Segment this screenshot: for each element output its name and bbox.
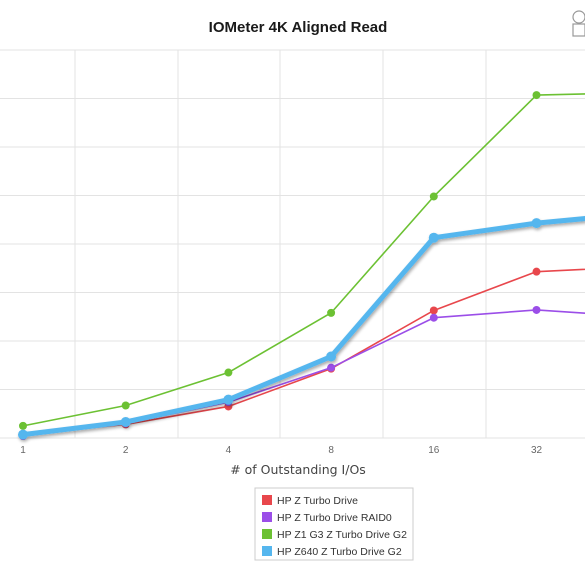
series-hp-z-turbo-drive (19, 267, 585, 439)
legend-swatch (262, 546, 272, 556)
series-layer (18, 91, 585, 441)
series-hp-z1-g3-z-turbo-drive-g2 (19, 91, 585, 430)
data-point (429, 306, 438, 315)
data-point (224, 368, 233, 377)
x-tick-label: 4 (226, 445, 232, 456)
x-tick-label: 32 (531, 445, 543, 456)
series-hp-z-turbo-drive-raid0 (19, 305, 585, 441)
series-line (22, 93, 585, 427)
legend-swatch (262, 512, 272, 522)
x-tick-label: 16 (428, 445, 440, 456)
legend-label: HP Z Turbo Drive RAID0 (277, 512, 392, 524)
x-axis-label: # of Outstanding I/Os (230, 462, 366, 477)
x-tick-label: 1 (20, 445, 26, 456)
data-point (121, 401, 130, 410)
grid (0, 49, 585, 439)
data-point (429, 192, 438, 201)
data-point (327, 308, 336, 317)
data-point (223, 394, 234, 405)
legend-swatch (262, 495, 272, 505)
data-point (327, 363, 336, 372)
legend-label: HP Z640 Z Turbo Drive G2 (277, 546, 402, 558)
x-tick-label: 2 (123, 445, 129, 456)
legend-box (254, 487, 414, 561)
watermark-icon (572, 10, 585, 37)
data-point (120, 416, 131, 427)
series-hp-z640-z-turbo-drive-g2 (18, 216, 585, 440)
data-point (428, 232, 439, 243)
legend-label: HP Z Turbo Drive (277, 495, 358, 507)
legend-label: HP Z1 G3 Z Turbo Drive G2 (277, 529, 407, 541)
legend-swatch (262, 529, 272, 539)
x-tick-label: 8 (328, 445, 334, 456)
data-point (531, 218, 542, 229)
data-point (532, 267, 541, 276)
data-point (326, 351, 337, 362)
data-point (19, 421, 27, 430)
data-point (429, 313, 438, 322)
x-axis-ticks: 1 2 4 8 16 32 (20, 445, 542, 456)
data-point (532, 91, 541, 100)
data-point (532, 305, 541, 314)
series-line (22, 216, 585, 438)
chart-title: IOMeter 4K Aligned Read (209, 19, 388, 36)
data-point (18, 429, 28, 440)
legend: HP Z Turbo Drive HP Z Turbo Drive RAID0 HP… (254, 487, 414, 561)
